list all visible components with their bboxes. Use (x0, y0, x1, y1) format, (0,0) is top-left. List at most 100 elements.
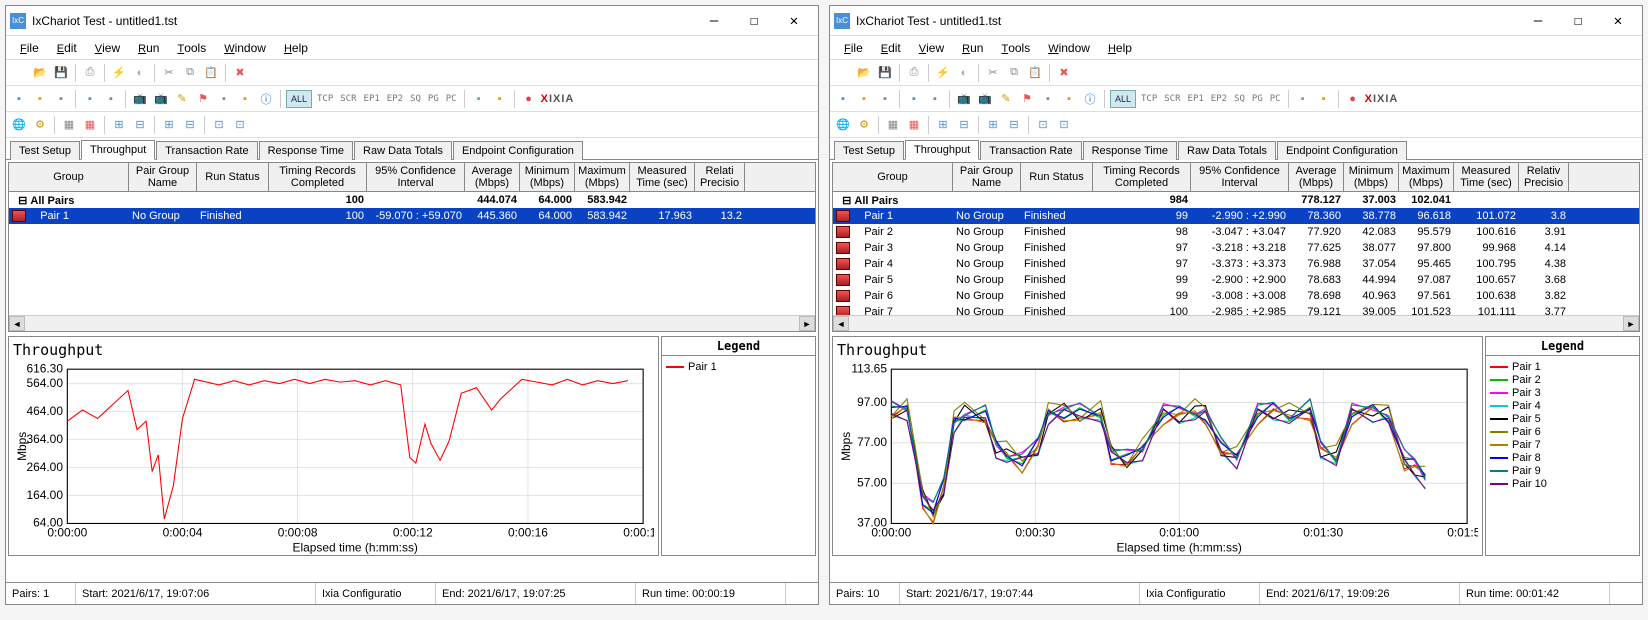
tab-throughput[interactable]: Throughput (905, 140, 979, 160)
legend-item[interactable]: Pair 2 (1490, 373, 1635, 386)
opt-icon[interactable]: ▪ (236, 90, 254, 108)
h2-icon[interactable]: ⊟ (955, 116, 973, 134)
print-icon[interactable]: ⎙ (905, 64, 923, 82)
tab-endpoint-configuration[interactable]: Endpoint Configuration (453, 141, 583, 160)
col-header[interactable]: 95% ConfidenceInterval (367, 163, 465, 191)
new-icon[interactable]: ▫ (834, 64, 852, 82)
menu-window[interactable]: Window (1040, 39, 1098, 57)
legend-item[interactable]: Pair 8 (1490, 451, 1635, 464)
col-header[interactable]: Average(Mbps) (465, 163, 520, 191)
minimize-button[interactable]: — (694, 7, 734, 35)
edit-icon[interactable]: ✎ (997, 90, 1015, 108)
tab-transaction-rate[interactable]: Transaction Rate (980, 141, 1081, 160)
txtbtn-PG[interactable]: PG (1250, 94, 1265, 104)
new-icon[interactable]: ▫ (10, 64, 28, 82)
txtbtn-SCR[interactable]: SCR (1162, 94, 1182, 104)
txtbtn-EP1[interactable]: EP1 (362, 94, 382, 104)
h1-icon[interactable]: ⊞ (110, 116, 128, 134)
grid-body[interactable]: ⊟ All Pairs 984 778.127 37.003 102.041 P… (833, 192, 1639, 315)
paste-icon[interactable]: 📋 (1026, 64, 1044, 82)
all-button[interactable]: ALL (1110, 90, 1136, 108)
txtbtn-EP1[interactable]: EP1 (1186, 94, 1206, 104)
group-icon[interactable]: ▪ (31, 90, 49, 108)
minimize-button[interactable]: — (1518, 7, 1558, 35)
h4-icon[interactable]: ⊟ (1005, 116, 1023, 134)
tv1-icon[interactable]: 📺 (131, 90, 149, 108)
h5-icon[interactable]: ⊡ (1034, 116, 1052, 134)
legend-item[interactable]: Pair 5 (1490, 412, 1635, 425)
open-icon[interactable]: 📂 (31, 64, 49, 82)
group-icon[interactable]: ▪ (855, 90, 873, 108)
legend-item[interactable]: Pair 10 (1490, 477, 1635, 490)
h1-icon[interactable]: ⊞ (934, 116, 952, 134)
flag-icon[interactable]: ⚑ (194, 90, 212, 108)
film-icon[interactable]: ▦ (884, 116, 902, 134)
legend-item[interactable]: Pair 9 (1490, 464, 1635, 477)
chart-icon[interactable]: ▪ (1315, 90, 1333, 108)
col-header[interactable]: 95% ConfidenceInterval (1191, 163, 1289, 191)
chart-icon[interactable]: ▪ (491, 90, 509, 108)
menu-run[interactable]: Run (954, 39, 991, 57)
tab-endpoint-configuration[interactable]: Endpoint Configuration (1277, 141, 1407, 160)
table-row[interactable]: Pair 4 No Group Finished 97 -3.373 : +3.… (833, 256, 1639, 272)
save-icon[interactable]: 💾 (876, 64, 894, 82)
pair-icon[interactable]: ▪ (834, 90, 852, 108)
table-row[interactable]: Pair 3 No Group Finished 97 -3.218 : +3.… (833, 240, 1639, 256)
clip-icon[interactable]: ▦ (905, 116, 923, 134)
stop-icon[interactable]: ◐ (955, 64, 973, 82)
all-pairs-row[interactable]: ⊟ All Pairs 984 778.127 37.003 102.041 (833, 192, 1639, 208)
tab-response-time[interactable]: Response Time (1083, 141, 1177, 160)
txtbtn-SQ[interactable]: SQ (408, 94, 423, 104)
col-header[interactable]: Minimum(Mbps) (520, 163, 575, 191)
world-icon[interactable]: 🌐 (10, 116, 28, 134)
col-header[interactable]: Maximum(Mbps) (575, 163, 630, 191)
h6-icon[interactable]: ⊡ (231, 116, 249, 134)
menu-edit[interactable]: Edit (873, 39, 909, 57)
export-icon[interactable]: ▪ (470, 90, 488, 108)
txtbtn-EP2[interactable]: EP2 (1209, 94, 1229, 104)
col-header[interactable]: Pair GroupName (129, 163, 197, 191)
export-icon[interactable]: ▪ (1294, 90, 1312, 108)
tab-response-time[interactable]: Response Time (259, 141, 353, 160)
all-pairs-row[interactable]: ⊟ All Pairs 100 444.074 64.000 583.942 (9, 192, 815, 208)
col-header[interactable]: Group (833, 163, 953, 191)
maximize-button[interactable]: ☐ (1558, 7, 1598, 35)
run-icon[interactable]: ⚡ (934, 64, 952, 82)
legend-item[interactable]: Pair 4 (1490, 399, 1635, 412)
film-icon[interactable]: ▦ (60, 116, 78, 134)
ball-icon[interactable]: ● (520, 90, 538, 108)
menu-tools[interactable]: Tools (169, 39, 214, 57)
table-row[interactable]: Pair 7 No Group Finished 100 -2.985 : +2… (833, 304, 1639, 315)
endpoint-icon[interactable]: ▪ (876, 90, 894, 108)
tab-throughput[interactable]: Throughput (81, 140, 155, 160)
table-row[interactable]: Pair 1 No Group Finished 99 -2.990 : +2.… (833, 208, 1639, 224)
net-icon[interactable]: ▪ (905, 90, 923, 108)
net-icon[interactable]: ▪ (81, 90, 99, 108)
h4-icon[interactable]: ⊟ (181, 116, 199, 134)
h3-icon[interactable]: ⊞ (160, 116, 178, 134)
menu-help[interactable]: Help (1100, 39, 1140, 57)
tab-test-setup[interactable]: Test Setup (10, 141, 80, 160)
info-icon[interactable]: ⓘ (257, 90, 275, 108)
opt-icon[interactable]: ▪ (1060, 90, 1078, 108)
col-header[interactable]: Run Status (197, 163, 269, 191)
cut-icon[interactable]: ✂ (984, 64, 1002, 82)
legend-item[interactable]: Pair 7 (1490, 438, 1635, 451)
legend-item[interactable]: Pair 3 (1490, 386, 1635, 399)
link-icon[interactable]: ▪ (926, 90, 944, 108)
delete-icon[interactable]: ✖ (1055, 64, 1073, 82)
menu-view[interactable]: View (911, 39, 952, 57)
grid-hscroll[interactable]: ◄► (9, 315, 815, 331)
col-header[interactable]: Pair GroupName (953, 163, 1021, 191)
print-icon[interactable]: ⎙ (81, 64, 99, 82)
tv1-icon[interactable]: 📺 (955, 90, 973, 108)
gear-icon[interactable]: ⚙ (855, 116, 873, 134)
info-icon[interactable]: ⓘ (1081, 90, 1099, 108)
txtbtn-SCR[interactable]: SCR (338, 94, 358, 104)
table-row[interactable]: Pair 1 No Group Finished 100 -59.070 : +… (9, 208, 815, 224)
tv2-icon[interactable]: 📺 (976, 90, 994, 108)
col-header[interactable]: Run Status (1021, 163, 1093, 191)
menu-run[interactable]: Run (130, 39, 167, 57)
txtbtn-PC[interactable]: PC (1268, 94, 1283, 104)
col-header[interactable]: RelativPrecisio (1519, 163, 1569, 191)
